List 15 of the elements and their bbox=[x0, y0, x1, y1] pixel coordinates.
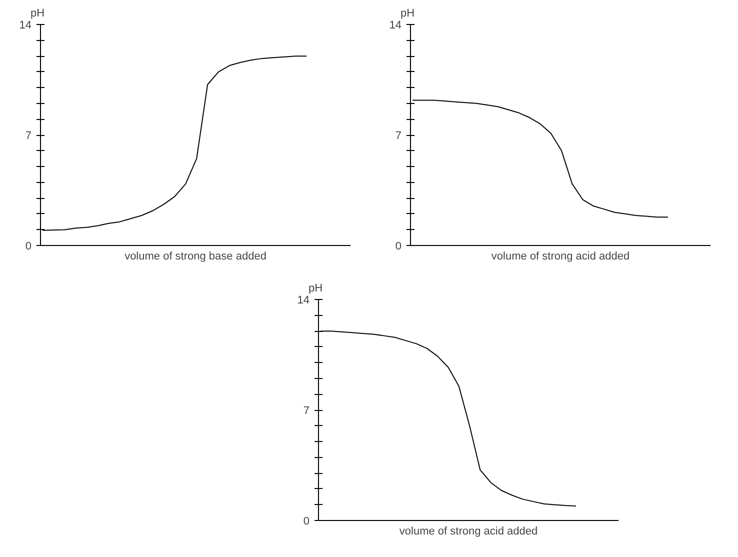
x-axis-title: volume of strong acid added bbox=[491, 250, 630, 262]
y-tick-label: 14 bbox=[297, 294, 310, 306]
y-tick-label: 14 bbox=[389, 20, 402, 32]
x-axis-title: volume of strong base added bbox=[124, 250, 266, 262]
y-tick-label: 0 bbox=[395, 240, 402, 252]
y-tick-label: 7 bbox=[25, 130, 32, 142]
x-axis-title: volume of strong acid added bbox=[399, 526, 538, 538]
y-tick-label: 14 bbox=[19, 20, 32, 32]
y-tick-label: 7 bbox=[303, 405, 310, 417]
y-axis-title: pH bbox=[30, 8, 45, 20]
y-tick-label: 7 bbox=[395, 130, 402, 142]
y-tick-label: 0 bbox=[25, 240, 32, 252]
y-axis-title: pH bbox=[308, 282, 323, 294]
y-tick-label: 0 bbox=[303, 516, 310, 528]
y-axis-title: pH bbox=[400, 8, 415, 20]
